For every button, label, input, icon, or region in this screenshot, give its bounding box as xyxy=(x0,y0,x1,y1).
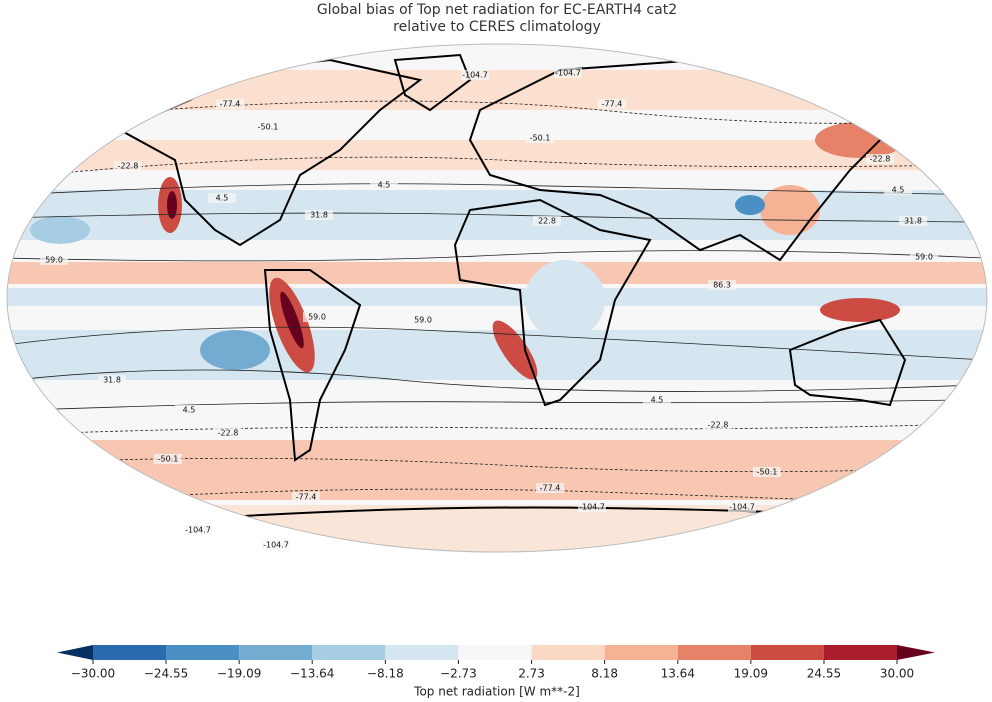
tick-label: −2.73 xyxy=(440,667,477,681)
label-bg xyxy=(708,280,736,290)
contour-label: -104.7 xyxy=(729,503,755,512)
contour-label: -104.7 xyxy=(462,71,488,80)
contour-label: 4.5 xyxy=(183,406,196,415)
tick-label: −19.09 xyxy=(217,667,261,681)
label-bg xyxy=(704,420,732,430)
color-bin xyxy=(166,645,240,660)
color-bin xyxy=(677,645,751,660)
label-bg xyxy=(409,315,437,325)
contour-label: -77.4 xyxy=(220,100,241,109)
color-bin xyxy=(312,645,386,660)
label-bg xyxy=(753,467,781,477)
label-bg xyxy=(910,252,938,262)
contour-label: -50.1 xyxy=(757,468,778,477)
label-bg xyxy=(216,99,244,109)
label-bg xyxy=(536,483,564,493)
label-bg xyxy=(598,99,626,109)
colorbar: −30.00 −24.55 −19.09 −13.64 −8.18 −2.73 2.73 8.… xyxy=(57,645,935,681)
contour-label: 59.0 xyxy=(915,253,933,262)
contour-label: -77.4 xyxy=(540,484,561,493)
color-bin xyxy=(458,645,532,660)
color-bin xyxy=(239,645,313,660)
tick-label: 30.00 xyxy=(880,667,914,681)
contour-label: 4.5 xyxy=(651,396,664,405)
label-bg xyxy=(526,133,554,143)
label-bg xyxy=(114,161,142,171)
contour-label: -50.1 xyxy=(530,134,551,143)
contour-labels: -104.7 -104.7 -77.4 -77.4 -50.1 -50.1 -22.8 -22… xyxy=(40,68,938,550)
label-bg xyxy=(578,502,606,512)
tick-label: −24.55 xyxy=(144,667,188,681)
label-bg xyxy=(866,154,894,164)
label-bg xyxy=(292,492,320,502)
color-bin xyxy=(385,645,459,660)
label-bg xyxy=(154,454,182,464)
color-bin xyxy=(750,645,824,660)
color-bin xyxy=(93,645,167,660)
label-bg xyxy=(370,180,398,190)
contour-label: -50.1 xyxy=(258,123,279,132)
extend-min xyxy=(57,645,93,660)
color-bin xyxy=(531,645,605,660)
label-bg xyxy=(303,312,331,322)
label-bg xyxy=(98,375,126,385)
label-bg xyxy=(214,428,242,438)
colorbar-label: Top net radiation [W m**-2] xyxy=(413,685,580,699)
contour-label: 31.8 xyxy=(310,211,328,220)
label-bg xyxy=(533,216,561,226)
label-bg xyxy=(262,540,290,550)
map-outline xyxy=(6,43,988,553)
contour-label: -50.1 xyxy=(158,455,179,464)
contour-label: -77.4 xyxy=(296,493,317,502)
tick-label: 8.18 xyxy=(591,667,618,681)
tick-label: 24.55 xyxy=(807,667,841,681)
title-line: Global bias of Top net radiation for EC-… xyxy=(317,2,677,18)
contour-label: -104.7 xyxy=(579,503,605,512)
label-bg xyxy=(899,216,927,226)
extend-max xyxy=(897,645,935,660)
title-line: relative to CERES climatology xyxy=(393,19,601,35)
contour-label: -104.7 xyxy=(185,526,211,535)
label-bg xyxy=(184,525,212,535)
contour-label: -104.7 xyxy=(263,541,289,550)
contour-label: 86.3 xyxy=(713,281,731,290)
contour-label: 4.5 xyxy=(892,186,905,195)
contour-label: -22.8 xyxy=(708,421,729,430)
contour-label: 31.8 xyxy=(103,376,121,385)
label-bg xyxy=(461,70,489,80)
contour-label: 59.0 xyxy=(308,313,326,322)
color-bin xyxy=(823,645,897,660)
label-bg xyxy=(305,210,333,220)
color-bin xyxy=(604,645,678,660)
tick-label: 13.64 xyxy=(661,667,695,681)
label-bg xyxy=(643,395,671,405)
label-bg xyxy=(728,502,756,512)
contour-label: 22.8 xyxy=(538,217,556,226)
tick-label: 19.09 xyxy=(734,667,768,681)
label-bg xyxy=(40,255,68,265)
contour-label: 59.0 xyxy=(414,316,432,325)
contour-label: 4.5 xyxy=(378,181,391,190)
tick-label: −13.64 xyxy=(290,667,334,681)
contour-label: -77.4 xyxy=(602,100,623,109)
label-bg xyxy=(884,185,912,195)
tick-label: −30.00 xyxy=(71,667,115,681)
contour-label: -104.7 xyxy=(555,69,581,78)
label-bg xyxy=(554,68,582,78)
contour-label: -22.8 xyxy=(870,155,891,164)
label-bg xyxy=(208,193,236,203)
contour-label: 31.8 xyxy=(904,217,922,226)
label-bg xyxy=(254,122,282,132)
contour-label: -22.8 xyxy=(218,429,239,438)
contour-label: 4.5 xyxy=(216,194,229,203)
tick-label: −8.18 xyxy=(367,667,404,681)
label-bg xyxy=(175,405,203,415)
contour-label: -22.8 xyxy=(118,162,139,171)
contour-label: 59.0 xyxy=(45,256,63,265)
tick-label: 2.73 xyxy=(518,667,545,681)
